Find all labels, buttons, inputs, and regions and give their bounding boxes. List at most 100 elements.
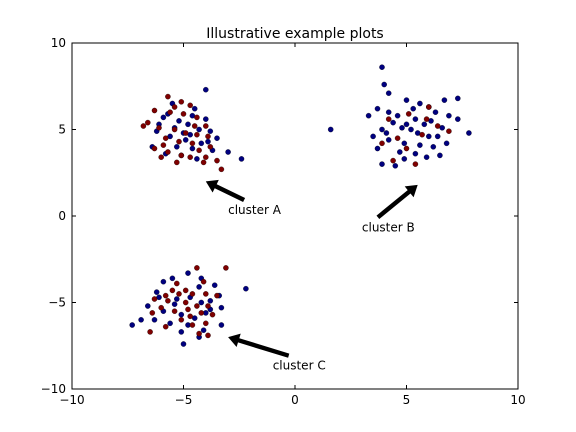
scatter-point <box>165 149 171 155</box>
scatter-point <box>385 109 392 115</box>
scatter-point <box>151 107 158 114</box>
annotation-label: cluster C <box>273 359 326 373</box>
scatter-point <box>162 135 169 141</box>
scatter-point <box>194 303 200 309</box>
scatter-point <box>225 149 231 155</box>
y-tick-label: 5 <box>58 123 66 137</box>
scatter-point <box>218 166 225 173</box>
scatter-point <box>191 123 198 129</box>
scatter-point <box>455 95 461 102</box>
scatter-point <box>189 145 196 152</box>
scatter-point <box>187 154 193 160</box>
scatter-point <box>218 322 225 328</box>
scatter-point <box>437 152 443 159</box>
scatter-point <box>374 145 381 152</box>
scatter-point <box>178 329 185 335</box>
scatter-point <box>182 299 189 306</box>
scatter-point <box>198 310 205 316</box>
scatter-point <box>205 133 211 140</box>
scatter-point <box>394 112 401 119</box>
scatter-point <box>434 123 441 129</box>
scatter-point <box>189 322 196 328</box>
scatter-point <box>185 306 191 313</box>
scatter-point <box>178 152 185 159</box>
scatter-point <box>381 81 387 88</box>
scatter-point <box>207 128 214 134</box>
scatter-point <box>200 159 207 166</box>
scatter-point <box>412 161 419 167</box>
scatter-point <box>140 123 147 129</box>
x-tick-label: −10 <box>59 393 84 407</box>
scatter-point <box>466 130 472 136</box>
scatter-point <box>158 304 164 311</box>
scatter-point <box>205 332 211 339</box>
scatter-point <box>374 105 381 112</box>
annotation-label: cluster A <box>228 203 282 217</box>
scatter-point <box>394 135 401 141</box>
scatter-point <box>180 111 187 117</box>
scatter-point <box>203 291 209 297</box>
scatter-point <box>145 119 151 126</box>
scatter-point <box>151 317 158 323</box>
scatter-point <box>203 86 209 93</box>
scatter-point <box>174 280 180 287</box>
scatter-point <box>194 131 200 138</box>
scatter-point <box>410 105 416 112</box>
scatter-point <box>169 287 176 294</box>
scatter-point <box>446 112 452 119</box>
scatter-point <box>405 111 412 117</box>
scatter-point <box>441 97 448 103</box>
y-tick-label: 10 <box>51 36 66 50</box>
annotation-arrow <box>228 333 290 358</box>
scatter-point <box>147 329 153 335</box>
scatter-point <box>171 301 178 307</box>
scatter-point <box>149 310 156 316</box>
scatter-point <box>194 265 200 271</box>
scatter-point <box>145 303 151 309</box>
scatter-point <box>432 109 439 115</box>
scatter-point <box>176 291 182 297</box>
scatter-point <box>214 157 220 164</box>
scatter-point <box>171 308 178 314</box>
scatter-point <box>379 161 385 167</box>
scatter-point <box>160 142 167 148</box>
scatter-point <box>385 137 392 143</box>
scatter-point <box>385 90 392 96</box>
scatter-point <box>196 147 202 154</box>
scatter-point <box>408 126 414 133</box>
data-points <box>129 64 472 347</box>
scatter-point <box>403 97 410 103</box>
x-tick-label: 0 <box>291 393 299 407</box>
chart-title: Illustrative example plots <box>206 26 383 42</box>
scatter-point <box>383 130 390 136</box>
scatter-point <box>401 140 408 147</box>
scatter-point <box>182 130 189 136</box>
scatter-point <box>174 144 180 150</box>
scatter-point <box>455 116 461 122</box>
scatter-point <box>182 287 189 294</box>
scatter-point <box>203 320 209 327</box>
scatter-point <box>185 121 191 128</box>
scatter-point <box>153 289 160 295</box>
scatter-point <box>403 121 410 128</box>
scatter-point <box>171 104 178 110</box>
scatter-point <box>417 142 423 148</box>
scatter-point <box>207 144 214 150</box>
scatter-point <box>200 327 207 333</box>
scatter-point <box>412 150 419 157</box>
scatter-point <box>196 284 202 290</box>
scatter-point <box>158 154 164 160</box>
scatter-point <box>223 265 229 271</box>
scatter-point <box>419 131 425 138</box>
scatter-point <box>390 119 396 126</box>
scatter-point <box>174 159 180 166</box>
scatter-point <box>167 109 173 115</box>
scatter-point <box>205 138 211 145</box>
scatter-point <box>180 341 187 347</box>
scatter-point <box>165 93 171 100</box>
scatter-point <box>430 144 437 150</box>
scatter-point <box>379 126 385 133</box>
scatter-point <box>151 145 158 152</box>
scatter-point <box>238 156 245 162</box>
scatter-point <box>194 156 200 162</box>
